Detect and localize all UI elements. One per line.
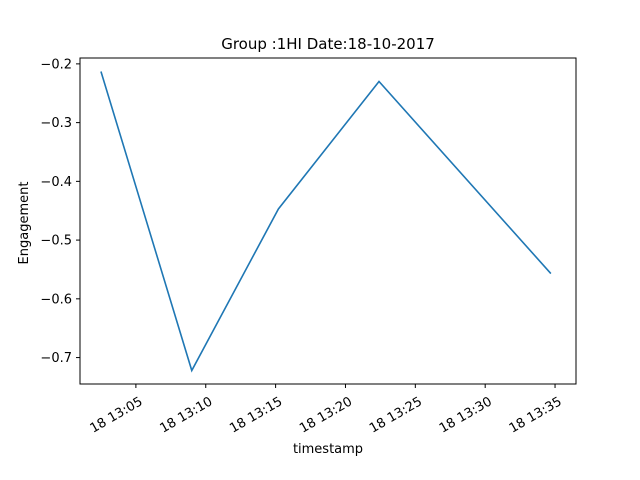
x-axis-label: timestamp — [293, 442, 363, 457]
plot-area — [79, 57, 577, 385]
y-tick-label: −0.7 — [40, 351, 72, 366]
y-tick-label: −0.6 — [40, 292, 72, 307]
y-axis: −0.2 −0.3 −0.4 −0.5 −0.6 −0.7 — [40, 57, 80, 366]
y-tick-label: −0.2 — [40, 57, 72, 72]
y-tick-label: −0.5 — [40, 234, 72, 249]
y-tick-label: −0.3 — [40, 116, 72, 131]
series-line — [100, 71, 552, 373]
y-axis-label: Engagement — [17, 182, 32, 265]
y-tick-label: −0.4 — [40, 175, 72, 190]
chart-title: Group :1HI Date:18-10-2017 — [221, 35, 435, 53]
